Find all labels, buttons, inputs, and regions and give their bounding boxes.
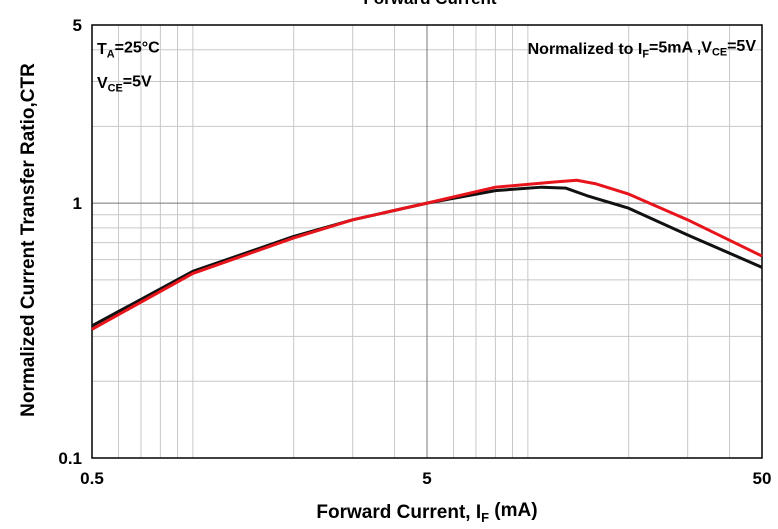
x-tick-label: 5 bbox=[422, 469, 431, 488]
line-series bbox=[91, 178, 763, 331]
subscript: CE bbox=[108, 82, 123, 94]
text-part: Normalized to I bbox=[528, 41, 643, 58]
line-series bbox=[91, 185, 763, 328]
subscript: F bbox=[642, 48, 649, 60]
text-part: T bbox=[97, 41, 107, 58]
chart-title: Forward Current bbox=[363, 0, 497, 8]
subscript: CE bbox=[712, 47, 727, 59]
text-part: =5V bbox=[123, 73, 152, 90]
rich-label: Forward Current, IF (mA) bbox=[316, 500, 537, 525]
rich-label: Normalized to IF=5mA ,VCE=5V bbox=[528, 38, 757, 60]
plot-frame bbox=[91, 24, 763, 459]
y-tick-label: 0.1 bbox=[58, 449, 82, 468]
text-part: =5V bbox=[727, 38, 756, 55]
y-tick-label: 5 bbox=[73, 16, 82, 35]
subscript: A bbox=[107, 48, 115, 60]
y-tick-label: 1 bbox=[73, 194, 82, 213]
y-axis-label: Normalized Current Transfer Ratio,CTR bbox=[18, 63, 39, 417]
rich-label: TA=25°C bbox=[97, 39, 160, 60]
subscript: F bbox=[481, 510, 489, 525]
x-tick-label: 50 bbox=[753, 469, 772, 488]
rich-label: VCE=5V bbox=[97, 73, 152, 94]
text-part: V bbox=[97, 75, 108, 92]
text-part: =5mA ,V bbox=[649, 39, 712, 56]
x-tick-label: 0.5 bbox=[80, 469, 104, 488]
text-part: =25°C bbox=[115, 39, 161, 56]
text-part: (mA) bbox=[489, 500, 538, 521]
text-part: Forward Current, I bbox=[316, 502, 481, 523]
